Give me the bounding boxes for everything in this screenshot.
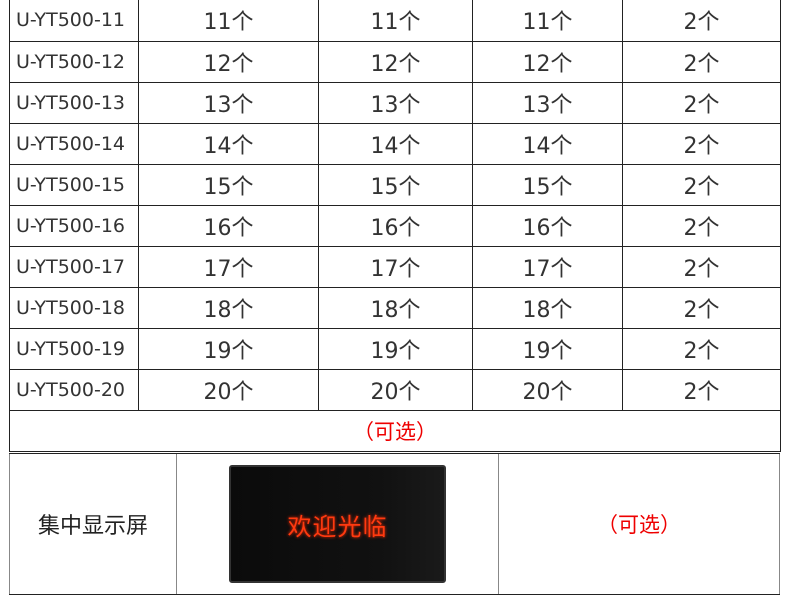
cell-count-b: 11个 [318,0,473,42]
cell-count-d: 2个 [622,123,781,165]
cell-count-b: 14个 [318,123,473,165]
table-row: U-YT500-15 15个 15个 15个 2个 [9,164,781,206]
cell-count-d: 2个 [622,246,781,288]
cell-model: U-YT500-12 [9,41,139,83]
cell-model: U-YT500-16 [9,205,139,247]
cell-count-b: 20个 [318,369,473,411]
cell-model: U-YT500-11 [9,0,139,42]
cell-count-c: 16个 [472,205,623,247]
cell-count-a: 13个 [138,82,319,124]
cell-count-b: 19个 [318,328,473,370]
cell-count-d: 2个 [622,41,781,83]
table-row: U-YT500-18 18个 18个 18个 2个 [9,287,781,329]
spec-table: U-YT500-11 11个 11个 11个 2个 U-YT500-12 12个 12个 12个… [9,0,781,452]
cell-count-a: 18个 [138,287,319,329]
cell-count-b: 16个 [318,205,473,247]
optional-note: （可选） [9,410,781,452]
optional-row: （可选） [9,410,781,452]
cell-count-b: 13个 [318,82,473,124]
cell-count-c: 18个 [472,287,623,329]
led-screen-image: 欢迎光临 [229,465,446,583]
display-note: （可选） [498,454,780,594]
cell-count-a: 19个 [138,328,319,370]
table-row: U-YT500-20 20个 20个 20个 2个 [9,369,781,411]
cell-count-d: 2个 [622,205,781,247]
cell-count-d: 2个 [622,369,781,411]
cell-count-b: 18个 [318,287,473,329]
cell-count-a: 17个 [138,246,319,288]
display-image-cell: 欢迎光临 [176,454,498,594]
cell-count-b: 15个 [318,164,473,206]
cell-count-d: 2个 [622,0,781,42]
cell-model: U-YT500-19 [9,328,139,370]
cell-count-a: 20个 [138,369,319,411]
cell-count-a: 11个 [138,0,319,42]
cell-count-c: 17个 [472,246,623,288]
table-row: U-YT500-17 17个 17个 17个 2个 [9,246,781,288]
cell-count-d: 2个 [622,164,781,206]
cell-count-a: 14个 [138,123,319,165]
led-screen-text: 欢迎光临 [287,512,388,541]
cell-model: U-YT500-18 [9,287,139,329]
cell-model: U-YT500-15 [9,164,139,206]
cell-count-c: 14个 [472,123,623,165]
cell-count-b: 17个 [318,246,473,288]
cell-count-d: 2个 [622,82,781,124]
cell-model: U-YT500-20 [9,369,139,411]
cell-count-a: 15个 [138,164,319,206]
table-row: U-YT500-19 19个 19个 19个 2个 [9,328,781,370]
display-label: 集中显示屏 [9,454,176,594]
cell-count-c: 20个 [472,369,623,411]
cell-count-d: 2个 [622,287,781,329]
table-row: U-YT500-13 13个 13个 13个 2个 [9,82,781,124]
cell-count-b: 12个 [318,41,473,83]
cell-model: U-YT500-14 [9,123,139,165]
table-row: U-YT500-11 11个 11个 11个 2个 [9,0,781,42]
cell-count-a: 16个 [138,205,319,247]
table-row: U-YT500-16 16个 16个 16个 2个 [9,205,781,247]
display-row: 集中显示屏 欢迎光临 （可选） [9,453,780,595]
cell-count-c: 11个 [472,0,623,42]
cell-count-c: 19个 [472,328,623,370]
cell-count-c: 13个 [472,82,623,124]
cell-model: U-YT500-17 [9,246,139,288]
cell-count-a: 12个 [138,41,319,83]
cell-count-c: 15个 [472,164,623,206]
cell-count-c: 12个 [472,41,623,83]
table-row: U-YT500-14 14个 14个 14个 2个 [9,123,781,165]
cell-count-d: 2个 [622,328,781,370]
cell-model: U-YT500-13 [9,82,139,124]
table-row: U-YT500-12 12个 12个 12个 2个 [9,41,781,83]
